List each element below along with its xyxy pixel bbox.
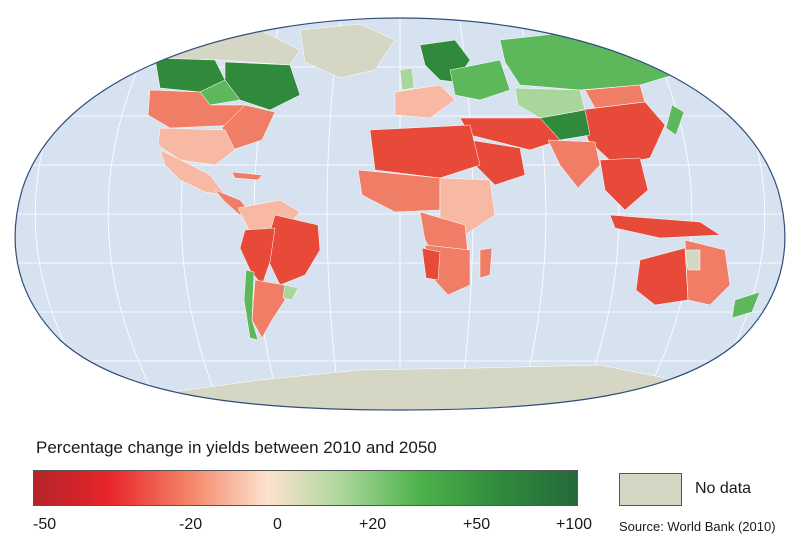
- region-west-africa: [357, 169, 441, 213]
- tick-plus-50: +50: [463, 516, 491, 533]
- region-china: [579, 101, 666, 166]
- globe-outline: [14, 17, 786, 411]
- region-cuba: [231, 171, 263, 181]
- region-australia-center: [684, 249, 701, 271]
- region-north-africa: [369, 124, 481, 179]
- region-namibia: [421, 247, 441, 281]
- region-eastern-europe: [449, 59, 511, 101]
- region-india: [547, 139, 601, 189]
- region-new-zealand: [731, 291, 761, 319]
- region-uruguay: [282, 284, 299, 301]
- region-southeast-asia: [599, 157, 649, 211]
- region-uk: [399, 67, 415, 91]
- region-usa-east: [221, 104, 276, 151]
- region-east-africa: [439, 177, 496, 236]
- region-usa-south: [157, 127, 236, 166]
- color-scale-bar: [33, 470, 578, 506]
- tick-zero: 0: [273, 516, 282, 533]
- legend-title: Percentage change in yields between 2010…: [36, 438, 437, 457]
- region-japan: [665, 104, 685, 136]
- region-australia-west: [635, 247, 689, 306]
- region-siberia-east: [624, 27, 701, 61]
- region-greenland: [299, 23, 396, 79]
- region-mexico: [159, 149, 226, 196]
- region-madagascar: [479, 247, 493, 279]
- no-data-label: No data: [695, 480, 752, 497]
- tick-minus-50: -50: [33, 516, 57, 533]
- tick-plus-100: +100: [556, 516, 593, 533]
- region-chile: [243, 269, 259, 341]
- tick-minus-20: -20: [179, 516, 203, 533]
- region-antarctica: [149, 364, 691, 410]
- region-western-europe: [394, 84, 456, 119]
- tick-plus-20: +20: [359, 516, 387, 533]
- source-credit: Source: World Bank (2010): [619, 519, 776, 534]
- world-map: [14, 17, 786, 411]
- no-data-swatch: [619, 473, 682, 506]
- region-indonesia: [609, 214, 721, 239]
